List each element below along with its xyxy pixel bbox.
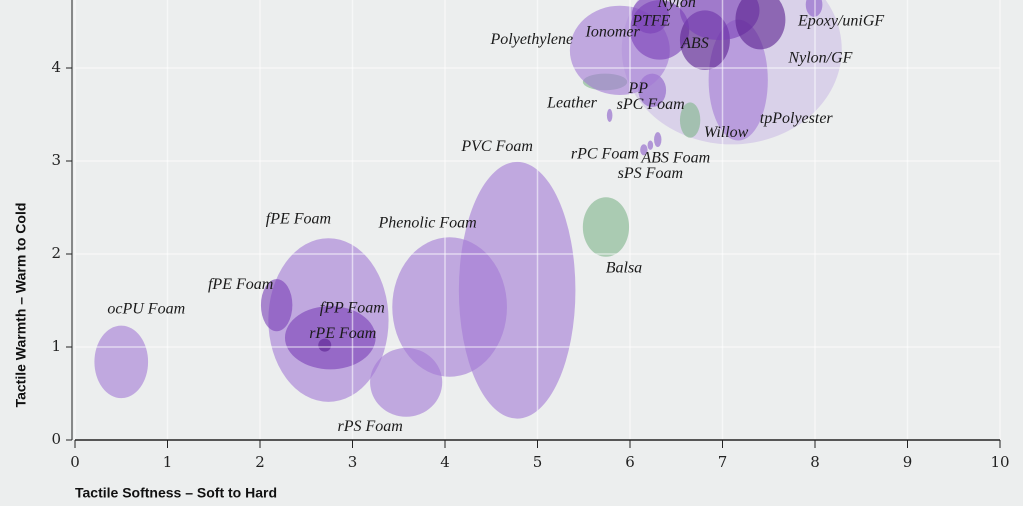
bubble-label: ABS Foam <box>640 149 710 166</box>
y-tick-label: 2 <box>51 244 61 262</box>
y-tick-label: 4 <box>51 58 61 76</box>
x-tick-label: 5 <box>533 453 543 471</box>
bubble-label: Polyethylene <box>490 31 574 48</box>
bubble <box>582 197 630 257</box>
x-tick-label: 1 <box>163 453 173 471</box>
bubble-label: PTFE <box>631 13 670 30</box>
bubble <box>260 279 293 332</box>
bubble-label: fPE Foam <box>208 276 273 293</box>
bubble-label: Ionomer <box>584 24 640 41</box>
bubble <box>679 102 701 138</box>
bubble <box>631 0 669 34</box>
bubble <box>458 161 576 419</box>
bubble-label: Willow <box>704 124 749 141</box>
bubble-label: fPE Foam <box>266 211 331 228</box>
x-axis-label: Tactile Softness – Soft to Hard <box>75 485 277 501</box>
x-tick-label: 0 <box>70 453 80 471</box>
bubble-label: PVC Foam <box>460 138 533 155</box>
x-tick-label: 9 <box>903 453 913 471</box>
x-tick-label: 4 <box>440 453 450 471</box>
bubble <box>94 325 149 399</box>
bubble <box>647 140 654 150</box>
y-tick-label: 1 <box>51 337 61 355</box>
bubble-label: Phenolic Foam <box>378 215 477 232</box>
bubble-label: tpPolyester <box>760 110 834 127</box>
bubble-label: PP <box>627 80 648 97</box>
bubble-label: fPP Foam <box>320 299 385 316</box>
bubble <box>735 0 786 50</box>
y-tick-label: 0 <box>51 430 61 448</box>
bubble-label: ocPU Foam <box>107 301 185 318</box>
y-tick-label: 3 <box>51 151 61 169</box>
x-tick-label: 2 <box>255 453 265 471</box>
bubble-label: Epoxy/uniGF <box>797 12 884 29</box>
bubble-label: rPC Foam <box>571 146 639 163</box>
bubble-label: Nylon <box>657 0 696 11</box>
x-tick-label: 8 <box>810 453 820 471</box>
bubble-label: sPC Foam <box>617 96 685 113</box>
bubble-label: ABS <box>680 35 709 52</box>
y-axis-label: Tactile Warmth – Warm to Cold <box>13 203 29 408</box>
x-tick-label: 6 <box>625 453 635 471</box>
x-tick-label: 7 <box>718 453 728 471</box>
bubble-label: sPS Foam <box>618 165 683 182</box>
bubble-label: Nylon/GF <box>787 49 852 66</box>
bubble <box>805 0 823 17</box>
bubble-label: Leather <box>546 95 598 112</box>
bubble <box>318 338 332 352</box>
bubble-label: Balsa <box>606 260 642 277</box>
bubble <box>606 108 613 122</box>
x-tick-label: 3 <box>348 453 358 471</box>
bubble-label: rPS Foam <box>337 418 402 435</box>
x-tick-label: 10 <box>990 453 1009 471</box>
bubble <box>640 144 648 156</box>
bubble-label: rPE Foam <box>309 325 376 342</box>
bubble <box>654 132 662 148</box>
